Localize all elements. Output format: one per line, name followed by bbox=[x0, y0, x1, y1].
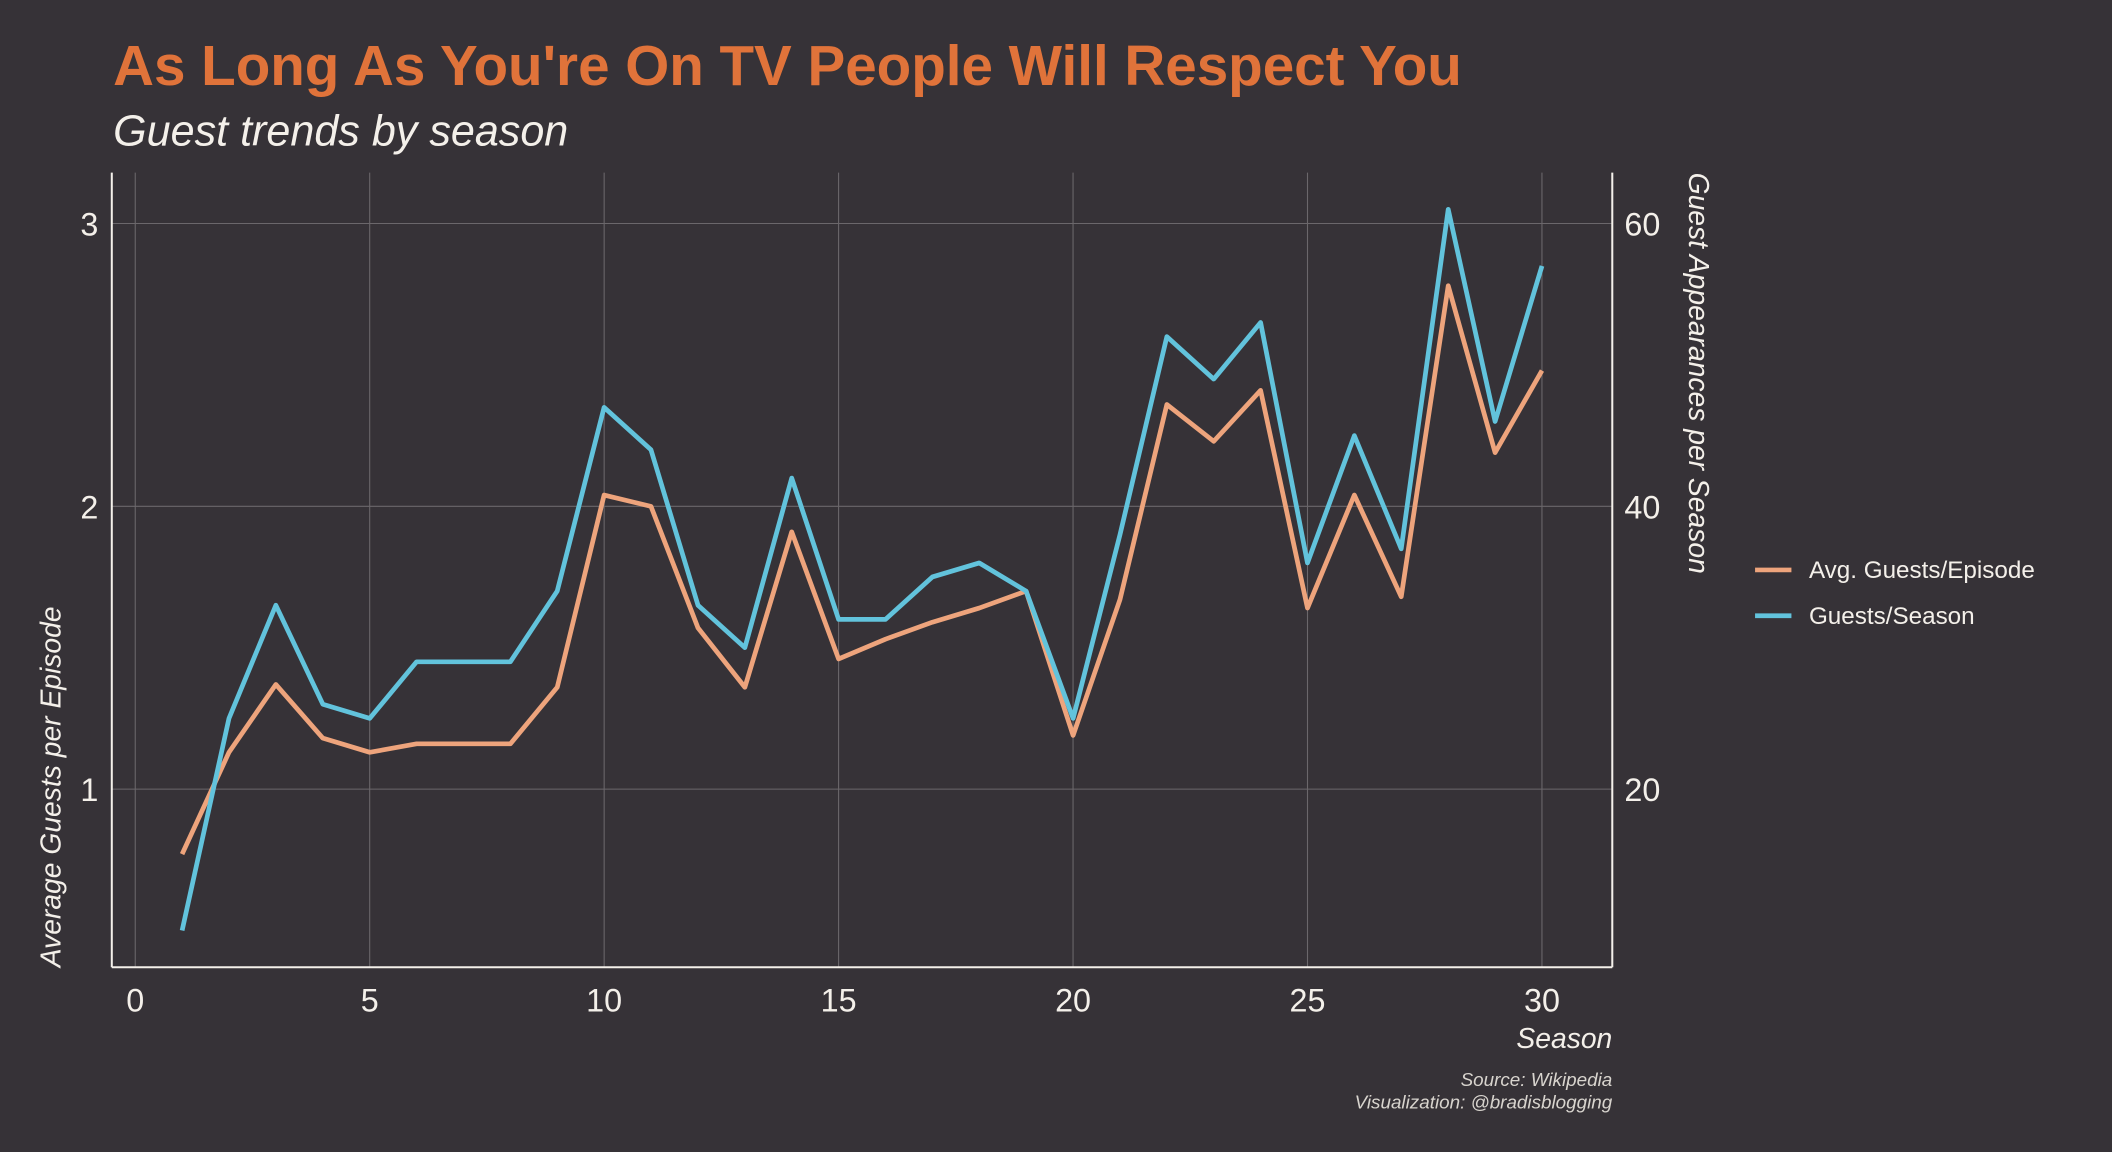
x-tick-label: 30 bbox=[1524, 983, 1560, 1019]
x-axis-label: Season bbox=[1516, 1022, 1612, 1054]
source-caption: Source: Wikipedia bbox=[1461, 1069, 1613, 1090]
x-tick-label: 10 bbox=[586, 983, 622, 1019]
legend-label-avg: Avg. Guests/Episode bbox=[1809, 557, 2035, 584]
line-avg-guests-per-episode bbox=[179, 283, 1545, 856]
legend-label-season: Guests/Season bbox=[1809, 603, 1975, 630]
gridlines bbox=[111, 172, 1613, 968]
x-tick-label: 20 bbox=[1055, 983, 1091, 1019]
tick-labels: 0 5 10 15 20 25 30 1 2 3 20 40 60 bbox=[80, 207, 1660, 1019]
y-right-tick-label: 60 bbox=[1624, 207, 1660, 243]
x-tick-label: 25 bbox=[1290, 983, 1326, 1019]
chart-subtitle: Guest trends by season bbox=[113, 108, 568, 156]
line-guests-per-season bbox=[179, 207, 1545, 932]
y-left-tick-label: 1 bbox=[80, 772, 98, 808]
credit-caption: Visualization: @bradisblogging bbox=[1355, 1092, 1613, 1113]
legend: Avg. Guests/Episode Guests/Season bbox=[1755, 557, 2035, 630]
series-lines bbox=[179, 207, 1545, 932]
y-right-tick-label: 40 bbox=[1624, 489, 1660, 525]
x-tick-label: 0 bbox=[126, 983, 144, 1019]
y-left-tick-label: 3 bbox=[80, 207, 98, 243]
x-tick-label: 5 bbox=[361, 983, 379, 1019]
chart-title: As Long As You're On TV People Will Resp… bbox=[113, 34, 1462, 97]
y-right-tick-label: 20 bbox=[1624, 772, 1660, 808]
y-axis-left-label: Average Guests per Episode bbox=[35, 606, 67, 969]
x-tick-label: 15 bbox=[821, 983, 857, 1019]
y-left-tick-label: 2 bbox=[80, 489, 98, 525]
y-axis-right-label: Guest Appearances per Season bbox=[1683, 173, 1715, 574]
